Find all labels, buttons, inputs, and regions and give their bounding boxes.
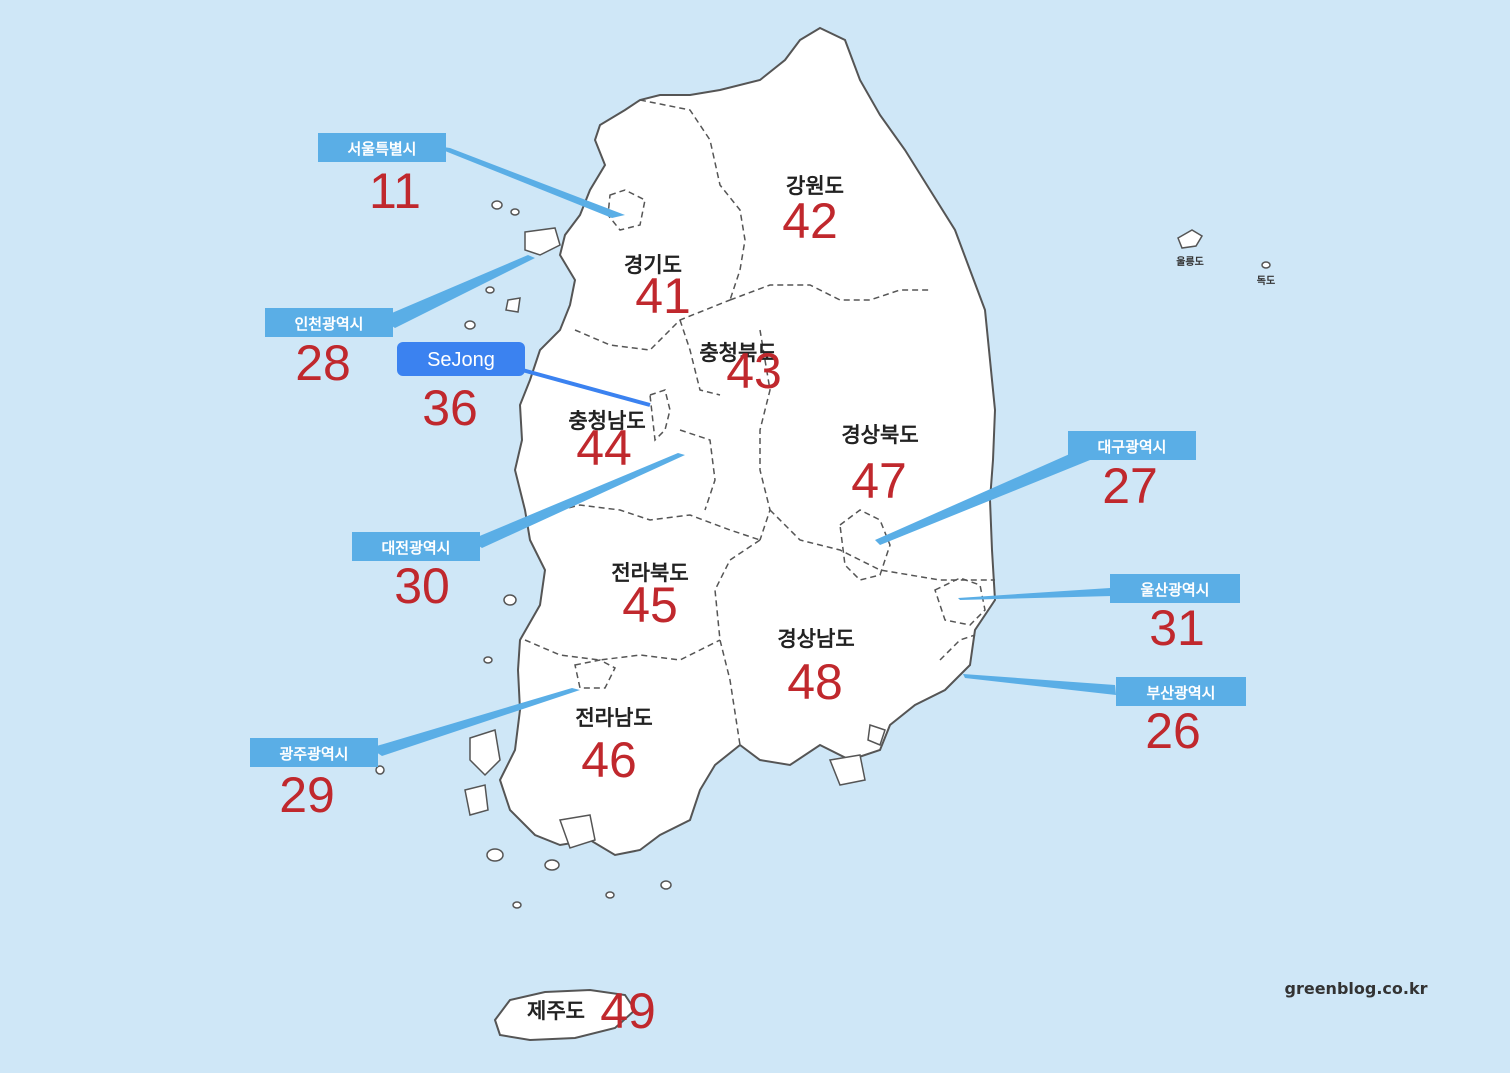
code-seoul: 11 [369,163,421,219]
code-gyeongbuk: 47 [851,453,907,509]
city-tag-daejeon: 대전광역시 [352,532,480,561]
city-label-daegu: 대구광역시 [1097,438,1166,456]
province-label-gyeonggi: 경기도 [624,253,682,277]
code-gwangju: 29 [279,767,335,823]
leader-lines [370,145,1116,756]
watermark-text: greenblog.co.kr [1285,979,1428,998]
dokdo-shape [1261,261,1271,269]
coastal-islands [375,200,886,909]
province-label-gangwon: 강원도 [786,174,844,198]
code-jeonbuk: 45 [622,577,678,633]
mainland-shape [498,26,997,857]
code-gyeonggi: 41 [635,268,691,324]
province-label-jeju: 제주도 [527,999,585,1023]
city-tag-seoul: 서울특별시 [318,133,446,162]
province-label-gyeongnam: 경상남도 [777,627,854,651]
city-label-seoul: 서울특별시 [347,140,416,158]
code-jeju: 49 [600,983,656,1039]
province-label-gyeongbuk: 경상북도 [841,423,918,447]
city-label-gwangju: 광주광역시 [279,745,348,763]
city-tag-incheon: 인천광역시 [265,308,393,337]
ulleungdo-shape [1177,229,1204,249]
code-sejong: 36 [422,380,478,436]
city-label-daejeon: 대전광역시 [381,539,450,557]
city-tag-daegu: 대구광역시 [1068,431,1196,460]
province-label-jeonbuk: 전라북도 [611,561,688,585]
island-label-ulleung: 울릉도 [1176,256,1204,268]
code-jeonnam: 46 [581,732,637,788]
city-tag-sejong: SeJong [397,342,525,376]
code-daegu: 27 [1102,458,1158,514]
code-daejeon: 30 [394,558,450,614]
code-gangwon: 42 [782,193,838,249]
sejong-leader-line [514,366,651,407]
code-incheon: 28 [295,335,351,391]
city-tag-busan: 부산광역시 [1116,677,1246,706]
province-borders [524,99,995,746]
province-label-jeonnam: 전라남도 [575,706,652,730]
province-label-chungbuk: 충청북도 [699,341,776,365]
city-label-busan: 부산광역시 [1146,684,1215,702]
city-tag-gwangju: 광주광역시 [250,738,378,767]
code-gyeongnam: 48 [787,654,843,710]
island-label-dokdo: 독도 [1257,275,1275,287]
city-tag-ulsan: 울산광역시 [1110,574,1240,603]
city-label-sejong: SeJong [427,349,495,371]
code-ulsan: 31 [1149,600,1205,656]
city-label-incheon: 인천광역시 [294,315,363,333]
jeju-island-shape [493,988,637,1042]
code-busan: 26 [1145,703,1201,759]
code-chungnam: 44 [576,420,632,476]
code-chungbuk: 43 [726,343,782,399]
city-label-ulsan: 울산광역시 [1140,581,1209,599]
province-label-chungnam: 충청남도 [568,409,645,433]
